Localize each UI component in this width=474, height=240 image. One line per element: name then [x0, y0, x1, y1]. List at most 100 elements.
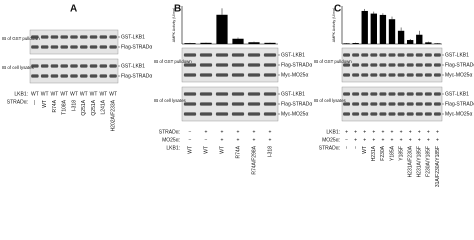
- band: [40, 74, 49, 78]
- band-label: Flag-STRADα: [281, 101, 312, 107]
- row-name: LKB1:: [166, 145, 180, 151]
- band: [370, 53, 378, 57]
- band: [60, 64, 68, 68]
- lane-label: +: [221, 137, 224, 143]
- band: [434, 53, 441, 57]
- lane-label: H231A/F230A/Y185F: [435, 146, 441, 187]
- panel-label: A: [70, 4, 77, 15]
- lane-label: +: [345, 129, 348, 135]
- lane-label: F230A/Y185F: [426, 146, 432, 177]
- band-label: Flag-STRADα: [445, 62, 474, 68]
- blot-title: IB of GST pulldown: [314, 59, 352, 64]
- band: [70, 45, 78, 49]
- band: [361, 92, 369, 96]
- bar: [416, 34, 423, 44]
- lane-label: WT: [80, 91, 88, 97]
- lane-label: WT: [51, 91, 59, 97]
- band: [361, 63, 369, 67]
- row-name: STRADα:: [319, 145, 340, 151]
- band: [424, 73, 432, 77]
- lane-label: Y185A: [389, 145, 395, 161]
- lane-label: −: [205, 137, 208, 143]
- lane-label: WT: [187, 146, 193, 154]
- band: [434, 112, 441, 116]
- lane-label: L241A: [101, 99, 107, 114]
- band: [80, 35, 88, 39]
- band: [40, 45, 49, 49]
- lane-label: +: [436, 137, 439, 143]
- bar: [232, 38, 244, 44]
- bar: [216, 14, 228, 45]
- band: [70, 35, 78, 39]
- band: [183, 112, 197, 116]
- lane-label: Y185F: [398, 146, 404, 161]
- band-label: Flag-STRADα: [121, 73, 152, 79]
- band: [397, 73, 405, 77]
- band: [424, 92, 432, 96]
- band: [183, 92, 197, 96]
- band: [361, 73, 369, 77]
- band: [406, 63, 414, 67]
- band: [415, 73, 423, 77]
- lane-label: +: [363, 129, 366, 135]
- band: [388, 112, 396, 116]
- band: [231, 112, 245, 116]
- lane-label: +: [372, 137, 375, 143]
- lane-label: WT: [90, 91, 98, 97]
- blot-title: IB of GST pulldown: [2, 36, 40, 41]
- band: [109, 45, 117, 49]
- bar: [248, 42, 260, 44]
- band: [263, 63, 277, 67]
- band: [343, 92, 350, 96]
- band: [379, 73, 387, 77]
- lane-label: +: [381, 137, 384, 143]
- band: [379, 53, 387, 57]
- band-label: Flag-STRADα: [445, 101, 474, 107]
- lane-label: +: [205, 129, 208, 135]
- band-label: Flag-STRADα: [121, 44, 152, 50]
- band: [415, 102, 423, 106]
- band: [406, 73, 414, 77]
- band: [50, 45, 59, 49]
- lane-label: +: [363, 137, 366, 143]
- bar: [425, 42, 432, 44]
- band: [70, 74, 78, 78]
- band: [215, 73, 229, 77]
- bar: [434, 43, 441, 44]
- band: [199, 92, 213, 96]
- row-name: LKB1:: [14, 91, 28, 97]
- band-label: Myc-MO25α: [281, 111, 308, 117]
- lane-label: +: [409, 129, 412, 135]
- band: [415, 63, 423, 67]
- band: [434, 73, 441, 77]
- bar: [184, 43, 196, 44]
- band: [370, 112, 378, 116]
- band: [99, 45, 108, 49]
- band: [352, 112, 360, 116]
- band: [80, 45, 88, 49]
- lane-label: +: [381, 129, 384, 135]
- lane-label: WT: [42, 100, 48, 108]
- band-label: Myc-MO25α: [281, 72, 308, 78]
- band: [31, 74, 39, 78]
- band: [415, 53, 423, 57]
- lane-label: +: [269, 137, 272, 143]
- lane-label: WT: [31, 91, 39, 97]
- band: [231, 92, 245, 96]
- band: [109, 64, 117, 68]
- band: [424, 63, 432, 67]
- lane-label: H202A/F233A: [110, 99, 116, 131]
- blot-title: IB of cell lysates: [2, 65, 35, 70]
- band: [388, 92, 396, 96]
- y-axis-label: AMPK Activity (U/mg): [332, 8, 336, 42]
- band: [361, 102, 369, 106]
- band: [31, 45, 39, 49]
- band: [397, 92, 405, 96]
- band: [99, 74, 108, 78]
- band-label: GST-LKB1: [445, 91, 469, 97]
- lane-label: +: [409, 137, 412, 143]
- bar: [407, 40, 414, 44]
- lane-label: +: [237, 137, 240, 143]
- lane-label: R74A: [52, 99, 58, 112]
- band: [50, 74, 59, 78]
